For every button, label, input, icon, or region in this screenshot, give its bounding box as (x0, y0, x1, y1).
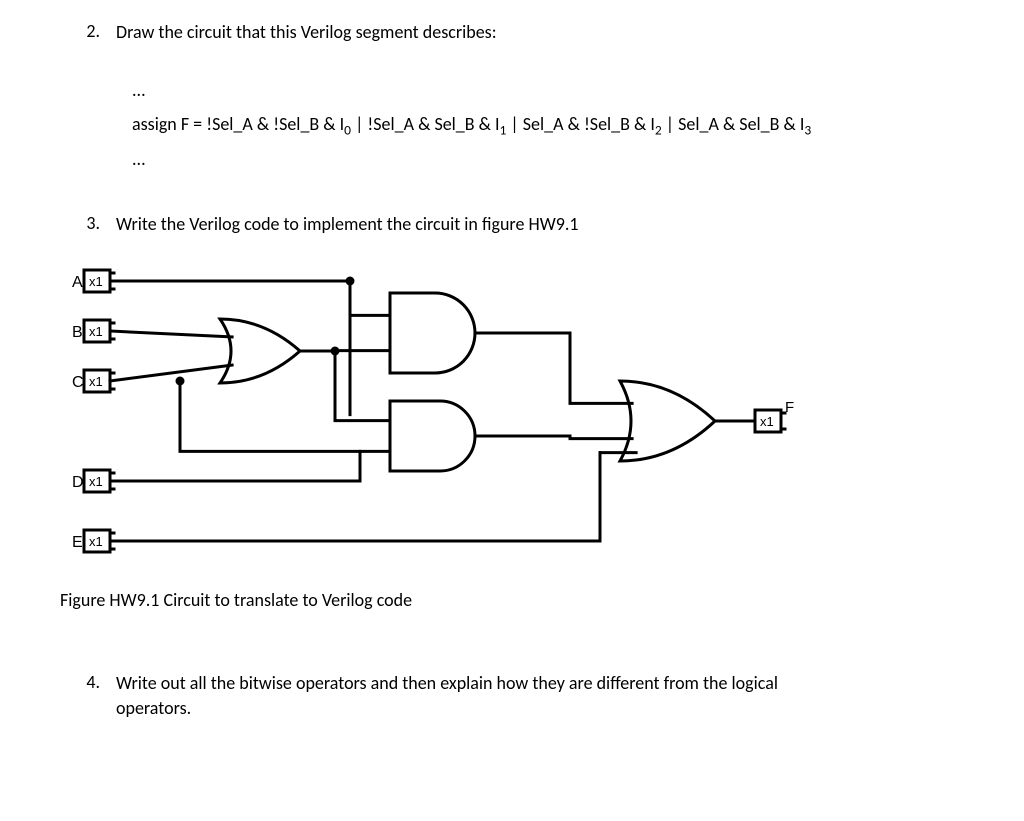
circuit-diagram: Ax1Bx1Cx1Dx1Ex1 x1F (60, 251, 820, 581)
q2-prompt: Draw the circuit that this Verilog segme… (116, 20, 497, 45)
svg-text:x1: x1 (89, 534, 103, 549)
svg-text:x1: x1 (760, 414, 774, 429)
question-4: 4. Write out all the bitwise operators a… (60, 671, 964, 721)
q2-number: 2. (60, 20, 116, 45)
svg-text:A: A (72, 274, 83, 291)
figure-hw9-1: Ax1Bx1Cx1Dx1Ex1 x1F (60, 251, 964, 581)
figure-caption: Figure HW9.1 Circuit to translate to Ver… (60, 589, 964, 611)
svg-text:x1: x1 (89, 324, 103, 339)
q2-code: ... assign F = !Sel_A & !Sel_B & I0 | !S… (132, 73, 964, 176)
svg-text:E: E (72, 534, 83, 551)
svg-text:B: B (72, 324, 83, 341)
svg-text:x1: x1 (89, 374, 103, 389)
q2-ellipsis1: ... (132, 73, 964, 107)
q2-assign-line: assign F = !Sel_A & !Sel_B & I0 | !Sel_A… (132, 107, 964, 141)
svg-text:x1: x1 (89, 474, 103, 489)
q3-prompt: Write the Verilog code to implement the … (116, 212, 579, 237)
svg-text:C: C (72, 374, 84, 391)
svg-text:D: D (72, 474, 84, 491)
q3-number: 3. (60, 212, 116, 237)
question-2: 2. Draw the circuit that this Verilog se… (60, 20, 964, 45)
q4-prompt: Write out all the bitwise operators and … (116, 671, 778, 721)
svg-text:x1: x1 (89, 274, 103, 289)
q2-ellipsis2: ... (132, 142, 964, 176)
q4-number: 4. (60, 671, 116, 721)
question-3: 3. Write the Verilog code to implement t… (60, 212, 964, 237)
